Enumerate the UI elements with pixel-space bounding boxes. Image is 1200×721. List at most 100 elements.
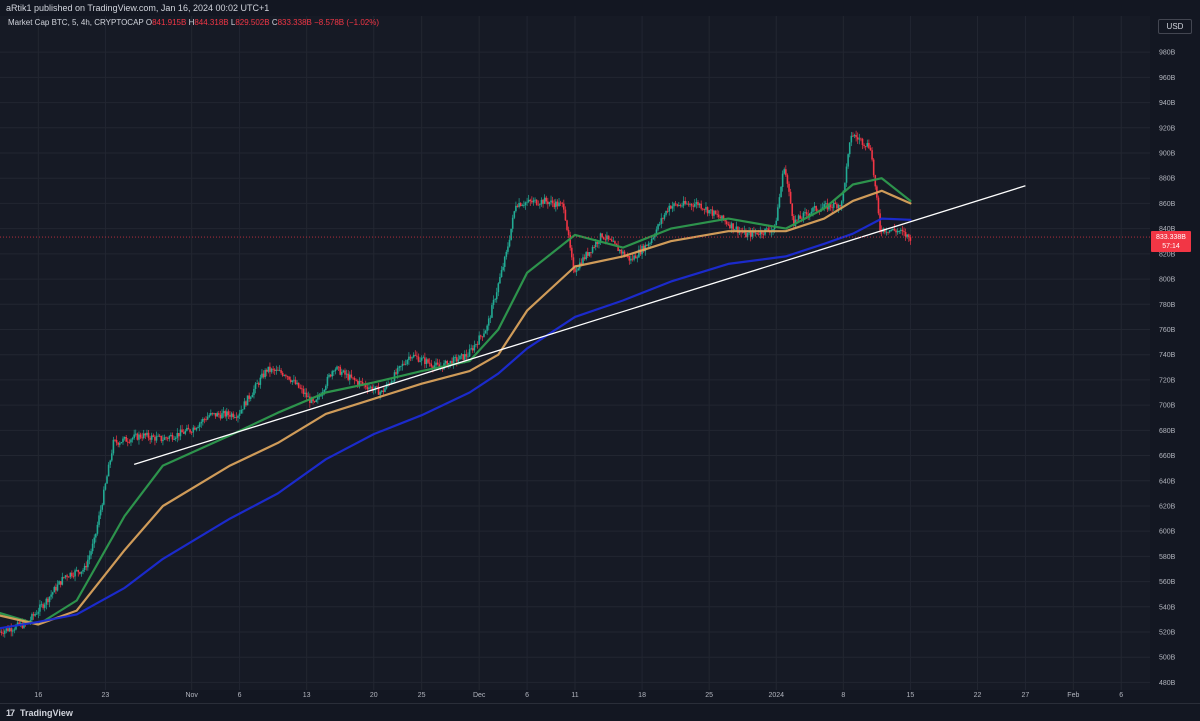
candle-body [693, 204, 696, 207]
y-tick-label: 640B [1159, 478, 1176, 485]
x-tick-label: 8 [841, 692, 845, 699]
candle-body [310, 397, 313, 403]
candle-body [615, 243, 618, 246]
candle-body [174, 437, 177, 439]
candle-body [735, 226, 738, 230]
x-tick-label: Dec [473, 692, 486, 699]
candle-body [823, 204, 825, 208]
candle-body [892, 228, 894, 231]
price-chart[interactable]: 480B 500B 520B 540B 560B 580B 600B 620B 640B 660B… [0, 0, 1200, 703]
candle-body [395, 372, 397, 374]
candle-body [473, 345, 476, 351]
candle-body [35, 613, 38, 615]
candle-body [304, 392, 306, 394]
candle-body [74, 570, 76, 577]
candle-body [684, 200, 687, 204]
candle-body [254, 383, 257, 389]
candle-body [342, 370, 345, 372]
candle-body [644, 244, 647, 252]
candle-body [650, 238, 653, 243]
candle-body [98, 515, 100, 525]
candle-body [591, 246, 594, 253]
candle-body [361, 381, 364, 385]
candle-body [178, 432, 180, 437]
candle-body [134, 433, 137, 435]
candle-body [805, 212, 808, 215]
candle-body [832, 202, 835, 208]
candle-body [128, 441, 131, 443]
candle-body [521, 205, 524, 207]
candle-body [682, 200, 685, 206]
candle-body [163, 437, 166, 440]
candle-body [83, 565, 86, 570]
candle-body [149, 437, 151, 440]
candle-body [746, 233, 749, 238]
candle-body [542, 199, 544, 204]
y-tick-label: 500B [1159, 655, 1176, 662]
y-tick-label: 580B [1159, 554, 1176, 561]
candle-body [495, 292, 498, 300]
candle-body [95, 533, 97, 538]
candle-body [51, 592, 54, 595]
candle-body [262, 373, 265, 378]
candle-body [106, 476, 108, 484]
candle-body [53, 587, 56, 593]
candle-body [508, 239, 511, 247]
candle-body [126, 441, 129, 443]
y-tick-label: 660B [1159, 453, 1176, 460]
candle-body [793, 215, 795, 226]
candle-body [887, 231, 889, 233]
candle-body [58, 581, 60, 585]
candle-body [898, 230, 901, 232]
candle-body [213, 413, 215, 414]
candle-body [561, 202, 564, 204]
x-tick-label: 23 [102, 692, 110, 699]
candle-body [301, 388, 303, 390]
candle-body [344, 370, 346, 375]
candle-body [219, 414, 222, 419]
candle-body [829, 204, 832, 208]
candle-body [510, 228, 512, 240]
candle-body [345, 373, 348, 375]
candle-body [379, 392, 381, 395]
candle-body [155, 436, 158, 441]
candle-body [463, 354, 466, 360]
candle-body [631, 258, 634, 260]
candle-body [618, 249, 621, 252]
candle-body [896, 230, 899, 233]
tradingview-brand[interactable]: 17 TradingView [6, 707, 73, 719]
candle-body [170, 434, 172, 437]
candle-body [454, 357, 457, 359]
currency-unit-button[interactable]: USD [1158, 19, 1192, 34]
candle-body [757, 234, 760, 236]
candle-body [840, 201, 843, 207]
candle-body [860, 138, 862, 140]
candle-body [56, 584, 59, 591]
x-tick-label: Feb [1067, 692, 1079, 699]
candle-body [492, 299, 495, 306]
candle-body [612, 241, 615, 243]
candle-body [655, 229, 658, 236]
candle-body [895, 230, 897, 233]
candle-body [7, 628, 9, 632]
y-tick-label: 720B [1159, 377, 1176, 384]
candle-body [745, 230, 747, 238]
candle-body [278, 370, 281, 371]
candle-body [545, 197, 548, 202]
candle-body [906, 234, 909, 237]
candle-body [449, 360, 452, 364]
candle-body [785, 169, 787, 176]
y-tick-label: 680B [1159, 428, 1176, 435]
candle-body [401, 363, 404, 366]
candle-body [692, 205, 694, 207]
candle-body [3, 630, 6, 634]
candle-body [104, 483, 107, 490]
candle-body [844, 182, 846, 191]
y-tick-label: 700B [1159, 403, 1176, 410]
candle-body [497, 283, 500, 293]
candle-body [419, 360, 421, 362]
candle-body [222, 411, 225, 414]
candle-body [596, 242, 599, 244]
candle-body [797, 215, 800, 220]
candle-body [118, 443, 121, 445]
